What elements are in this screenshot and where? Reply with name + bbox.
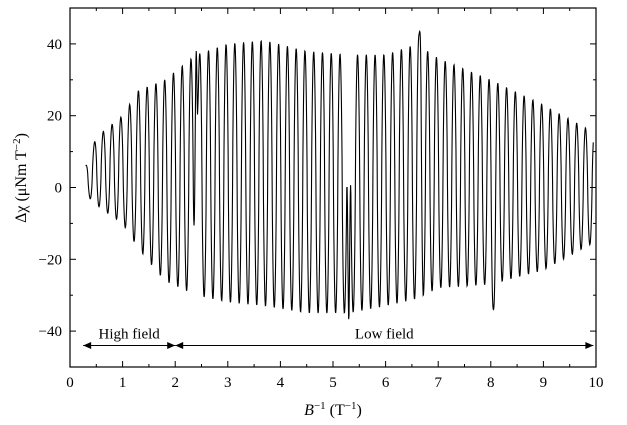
y-tick-label: −40 (39, 324, 62, 340)
x-tick-label: 1 (119, 375, 127, 391)
y-tick-label: 40 (47, 37, 62, 53)
y-axis-title-exponent: −2 (11, 138, 23, 150)
y-axis-title: Δχ (μNm T−2) (11, 133, 30, 223)
x-tick-label: 3 (224, 375, 232, 391)
y-tick-label: −20 (39, 252, 62, 268)
annotation-label: Low field (355, 326, 414, 342)
annotation-arrow-right (585, 341, 594, 349)
x-axis-title-close: ) (357, 402, 362, 419)
annotation-arrow-left (175, 341, 184, 349)
x-tick-label: 6 (382, 375, 390, 391)
x-tick-label: 4 (277, 375, 285, 391)
plot-frame (69, 7, 597, 368)
annotation-arrow-right (167, 341, 176, 349)
y-axis-title-close: ) (13, 133, 30, 138)
x-axis-title-main: B (304, 402, 314, 419)
x-tick-label: 0 (66, 375, 74, 391)
x-tick-label: 2 (171, 375, 179, 391)
x-tick-label: 8 (487, 375, 495, 391)
x-axis-title-exponent: −1 (314, 400, 326, 412)
x-tick-label: 9 (540, 375, 548, 391)
y-axis-title-main: Δχ (μNm T (13, 150, 30, 223)
field-range-annotations: High field Low field (83, 326, 594, 349)
x-tick-label: 7 (434, 375, 442, 391)
y-tick-label: 0 (55, 181, 63, 197)
annotation-arrow-left (83, 341, 92, 349)
y-tick-label: 20 (47, 109, 62, 125)
axis-ticks: 0 1 2 3 4 5 6 7 8 9 10 −40 −20 0 20 40 (39, 7, 604, 391)
annotation-label: High field (99, 326, 161, 342)
x-axis-title-unit: (T (330, 402, 345, 419)
x-tick-label: 10 (589, 375, 604, 391)
x-tick-label: 5 (329, 375, 337, 391)
oscillation-series-line (85, 29, 594, 320)
x-axis-title-unit-exponent: −1 (345, 400, 357, 412)
x-axis-title: B−1 (T−1) (304, 400, 362, 419)
